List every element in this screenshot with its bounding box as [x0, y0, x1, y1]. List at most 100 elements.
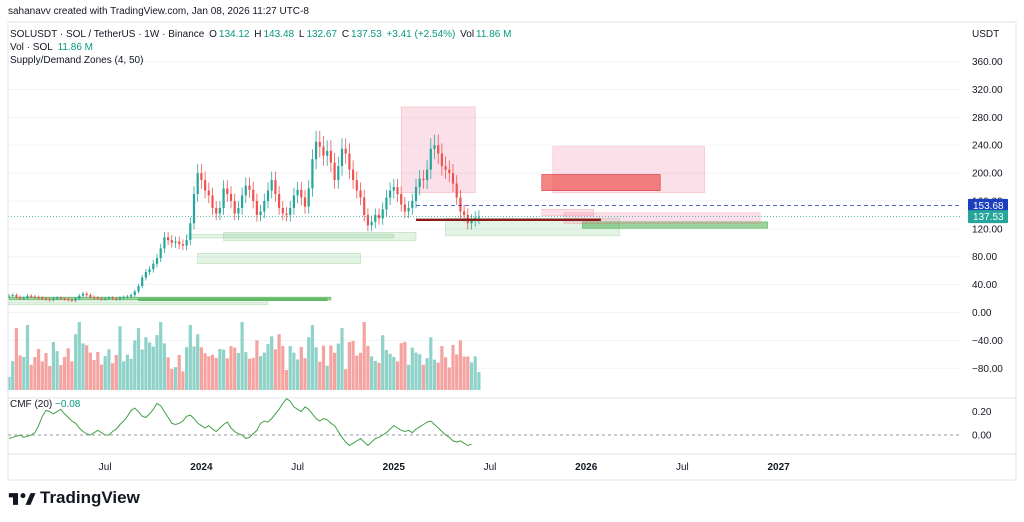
candle-body — [59, 297, 62, 299]
currency-label: USDT — [972, 29, 1000, 40]
volume-bar — [296, 359, 300, 390]
volume-bar — [325, 365, 329, 390]
cmf-tick-label: 0.20 — [972, 407, 992, 418]
volume-bar — [177, 354, 181, 390]
candle-body — [381, 209, 384, 219]
candle-body — [226, 188, 229, 195]
candle-body — [451, 173, 455, 184]
candle-body — [85, 293, 88, 296]
price-tick-label: 0.00 — [972, 308, 992, 319]
candle-body — [348, 153, 351, 170]
candle-body — [37, 297, 40, 299]
candle-body — [300, 189, 303, 198]
volume-legend: Vol · SOL 11.86 M — [10, 42, 95, 53]
volume-bar — [236, 353, 240, 390]
candle-body — [278, 194, 281, 208]
candle-body — [130, 295, 133, 297]
price-axis: 360.00320.00280.00240.00200.00160.00120.… — [7, 21, 1017, 481]
candle-body — [363, 197, 366, 215]
volume-bar — [18, 355, 22, 390]
open-value: 134.12 — [218, 29, 250, 40]
candle-body — [292, 195, 295, 208]
volume-bar — [310, 325, 314, 390]
time-tick-label: Jul — [484, 462, 497, 473]
candle-body — [303, 197, 307, 207]
volume-bar — [410, 347, 414, 390]
candle-body — [148, 269, 151, 273]
volume-bar — [40, 361, 44, 390]
volume-bar — [307, 337, 311, 390]
candle-body — [418, 178, 421, 188]
volume-bar — [418, 354, 422, 390]
candle-body — [403, 204, 406, 212]
candle-body — [222, 188, 225, 208]
candle-body — [26, 295, 29, 298]
candle-body — [15, 295, 18, 298]
candle-body — [296, 189, 299, 196]
volume-bar — [81, 343, 85, 390]
candle-body — [107, 297, 110, 299]
demand-zone — [223, 232, 417, 242]
candle-body — [174, 241, 177, 243]
volume-bar — [277, 334, 281, 390]
cmf-label: CMF (20) — [10, 399, 53, 410]
candles — [7, 130, 480, 303]
volume-bar — [336, 343, 340, 390]
low-value: 132.67 — [306, 29, 338, 40]
candle-body — [244, 185, 247, 196]
volume-bar — [166, 357, 170, 390]
volume-bar — [259, 356, 263, 390]
volume-bar — [196, 334, 200, 390]
candle-body — [385, 197, 388, 210]
volume-bar — [447, 367, 451, 390]
candle-body — [22, 297, 25, 299]
volume-bar — [170, 368, 174, 390]
candle-body — [115, 298, 118, 300]
volume-bar — [66, 348, 70, 390]
price-tick-label: −80.00 — [972, 364, 1003, 375]
volume-bar — [51, 341, 55, 390]
volume-bar — [266, 344, 270, 390]
low-label: L — [298, 29, 305, 40]
volume-bar — [22, 356, 26, 390]
candle-body — [329, 150, 332, 163]
volume-bar — [44, 353, 48, 390]
candle-body — [100, 298, 103, 300]
volume-bar — [462, 356, 466, 390]
volume-bar — [284, 370, 289, 390]
volume-bar — [11, 361, 15, 390]
cmf-line — [8, 398, 472, 447]
candle-body — [30, 295, 33, 297]
volume-bar — [421, 364, 425, 390]
tradingview-logo-icon — [8, 492, 36, 505]
volume-bar — [299, 346, 303, 390]
volume-bar — [425, 358, 429, 390]
candle-body — [389, 190, 392, 198]
candle-body — [159, 248, 162, 259]
time-tick-label: Jul — [291, 462, 304, 473]
volume-bar — [455, 354, 459, 390]
candle-body — [407, 207, 410, 212]
candle-body — [74, 298, 77, 301]
candle-body — [318, 141, 321, 147]
candle-body — [44, 298, 48, 300]
volume-bar — [133, 340, 137, 390]
brand-name: TradingView — [40, 488, 140, 507]
candle-body — [370, 221, 373, 226]
volume-bar — [192, 346, 196, 390]
demand-zone — [197, 252, 361, 265]
volume-bar — [388, 353, 392, 390]
time-tick-label: Jul — [676, 462, 689, 473]
cmf-tick-label: 0.00 — [972, 431, 992, 442]
candle-body — [248, 185, 251, 190]
volume-bar — [329, 345, 333, 390]
candle-body — [344, 148, 347, 154]
volume-bar — [436, 362, 440, 390]
volume-value: 11.86 M — [476, 29, 512, 40]
volume-bar — [370, 356, 374, 390]
volume-bar — [96, 351, 100, 390]
volume-bar — [444, 357, 448, 390]
cmf-value: −0.08 — [55, 399, 81, 410]
candle-body — [67, 299, 70, 301]
volume-bar — [136, 328, 141, 390]
